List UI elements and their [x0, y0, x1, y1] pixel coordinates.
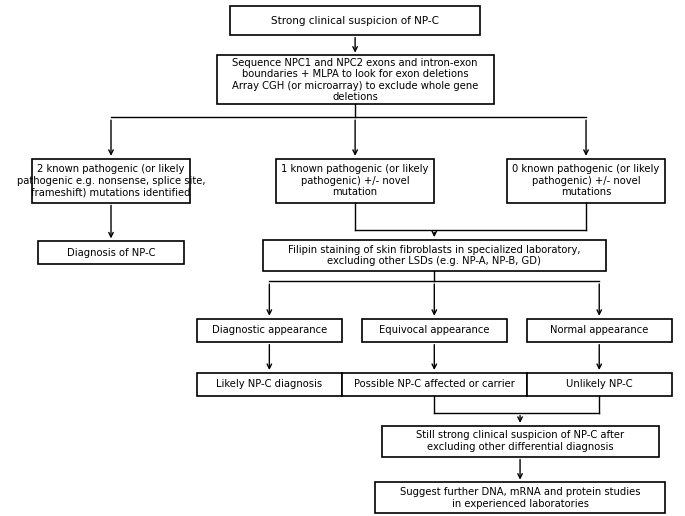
FancyBboxPatch shape: [527, 373, 672, 396]
Text: 2 known pathogenic (or likely
pathogenic e.g. nonsense, splice site,
frameshift): 2 known pathogenic (or likely pathogenic…: [16, 164, 205, 197]
Text: Strong clinical suspicion of NP-C: Strong clinical suspicion of NP-C: [271, 15, 439, 26]
Text: Diagnostic appearance: Diagnostic appearance: [212, 325, 327, 335]
FancyBboxPatch shape: [362, 319, 507, 342]
Text: Diagnosis of NP-C: Diagnosis of NP-C: [66, 248, 155, 258]
FancyBboxPatch shape: [527, 319, 672, 342]
Text: Normal appearance: Normal appearance: [550, 325, 649, 335]
Text: Possible NP-C affected or carrier: Possible NP-C affected or carrier: [354, 379, 514, 390]
Text: Unlikely NP-C: Unlikely NP-C: [566, 379, 632, 390]
Text: Filipin staining of skin fibroblasts in specialized laboratory,
excluding other : Filipin staining of skin fibroblasts in …: [288, 245, 581, 266]
FancyBboxPatch shape: [263, 240, 606, 271]
Text: Equivocal appearance: Equivocal appearance: [379, 325, 490, 335]
FancyBboxPatch shape: [276, 159, 434, 202]
FancyBboxPatch shape: [342, 373, 527, 396]
Text: 0 known pathogenic (or likely
pathogenic) +/- novel
mutations: 0 known pathogenic (or likely pathogenic…: [512, 164, 660, 197]
FancyBboxPatch shape: [216, 56, 494, 104]
FancyBboxPatch shape: [375, 482, 665, 513]
Text: 1 known pathogenic (or likely
pathogenic) +/- novel
mutation: 1 known pathogenic (or likely pathogenic…: [282, 164, 429, 197]
FancyBboxPatch shape: [32, 159, 190, 202]
FancyBboxPatch shape: [197, 373, 342, 396]
Text: Still strong clinical suspicion of NP-C after
excluding other differential diagn: Still strong clinical suspicion of NP-C …: [416, 430, 624, 452]
FancyBboxPatch shape: [38, 241, 184, 265]
FancyBboxPatch shape: [507, 159, 665, 202]
Text: Sequence NPC1 and NPC2 exons and intron-exon
boundaries + MLPA to look for exon : Sequence NPC1 and NPC2 exons and intron-…: [232, 58, 478, 102]
FancyBboxPatch shape: [229, 6, 480, 35]
Text: Likely NP-C diagnosis: Likely NP-C diagnosis: [216, 379, 323, 390]
Text: Suggest further DNA, mRNA and protein studies
in experienced laboratories: Suggest further DNA, mRNA and protein st…: [400, 487, 640, 509]
FancyBboxPatch shape: [382, 426, 658, 457]
FancyBboxPatch shape: [197, 319, 342, 342]
